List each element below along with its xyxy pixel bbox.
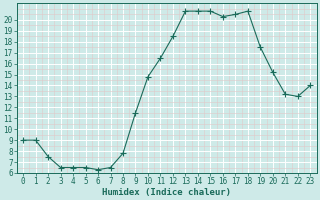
- X-axis label: Humidex (Indice chaleur): Humidex (Indice chaleur): [102, 188, 231, 197]
